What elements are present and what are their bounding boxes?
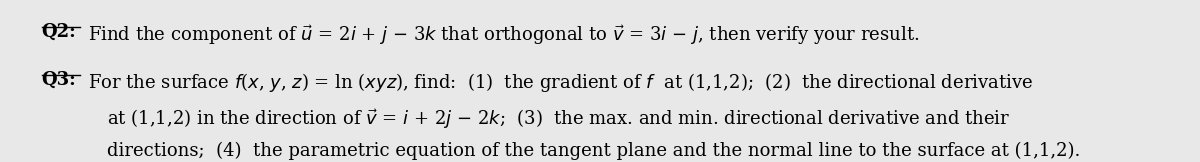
Text: at (1,1,2) in the direction of $\vec{v}$ = $i$ + 2$j$ − 2$k$;  (3)  the max. and: at (1,1,2) in the direction of $\vec{v}$… xyxy=(108,107,1010,131)
Text: For the surface $f$($x$, $y$, $z$) = ln ($xyz$), find:  (1)  the gradient of $f$: For the surface $f$($x$, $y$, $z$) = ln … xyxy=(89,71,1033,94)
Text: directions;  (4)  the parametric equation of the tangent plane and the normal li: directions; (4) the parametric equation … xyxy=(108,142,1081,160)
Text: Find the component of $\vec{u}$ = 2$i$ + $j$ − 3$k$ that orthogonal to $\vec{v}$: Find the component of $\vec{u}$ = 2$i$ +… xyxy=(89,23,920,47)
Text: Q3:: Q3: xyxy=(42,71,77,89)
Text: Q2:: Q2: xyxy=(42,23,77,41)
